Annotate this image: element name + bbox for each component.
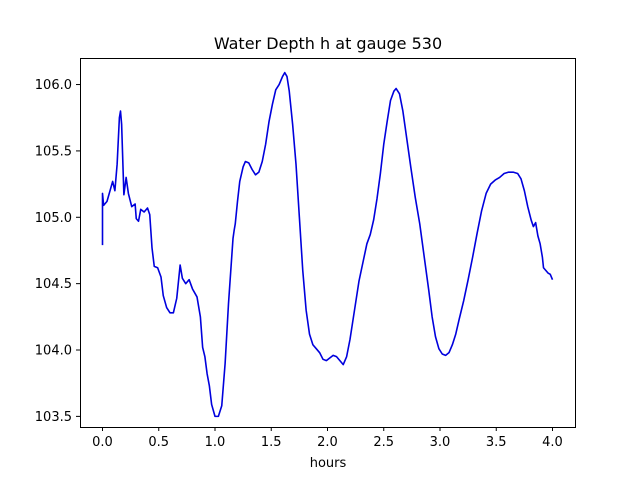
- x-tick-label: 4.0: [542, 435, 563, 450]
- x-tick-label: 3.5: [486, 435, 507, 450]
- x-tick-label: 1.0: [205, 435, 226, 450]
- x-tick-label: 2.5: [373, 435, 394, 450]
- y-tick-label: 104.0: [35, 344, 72, 359]
- x-tick-label: 1.5: [261, 435, 282, 450]
- x-tick-label: 0.0: [92, 435, 113, 450]
- y-tick-label: 105.0: [35, 211, 72, 226]
- x-axis-label: hours: [310, 456, 347, 471]
- y-tick-label: 103.5: [35, 410, 72, 425]
- series-line-0: [101, 71, 554, 418]
- x-tick-label: 2.0: [317, 435, 338, 450]
- y-tick-label: 104.5: [35, 277, 72, 292]
- x-tick-label: 0.5: [148, 435, 169, 450]
- plot-frame: [80, 58, 576, 428]
- y-tick-label: 105.5: [35, 144, 72, 159]
- x-tick-label: 3.0: [430, 435, 451, 450]
- y-tick-label: 106.0: [35, 78, 72, 93]
- chart-title: Water Depth h at gauge 530: [214, 34, 442, 53]
